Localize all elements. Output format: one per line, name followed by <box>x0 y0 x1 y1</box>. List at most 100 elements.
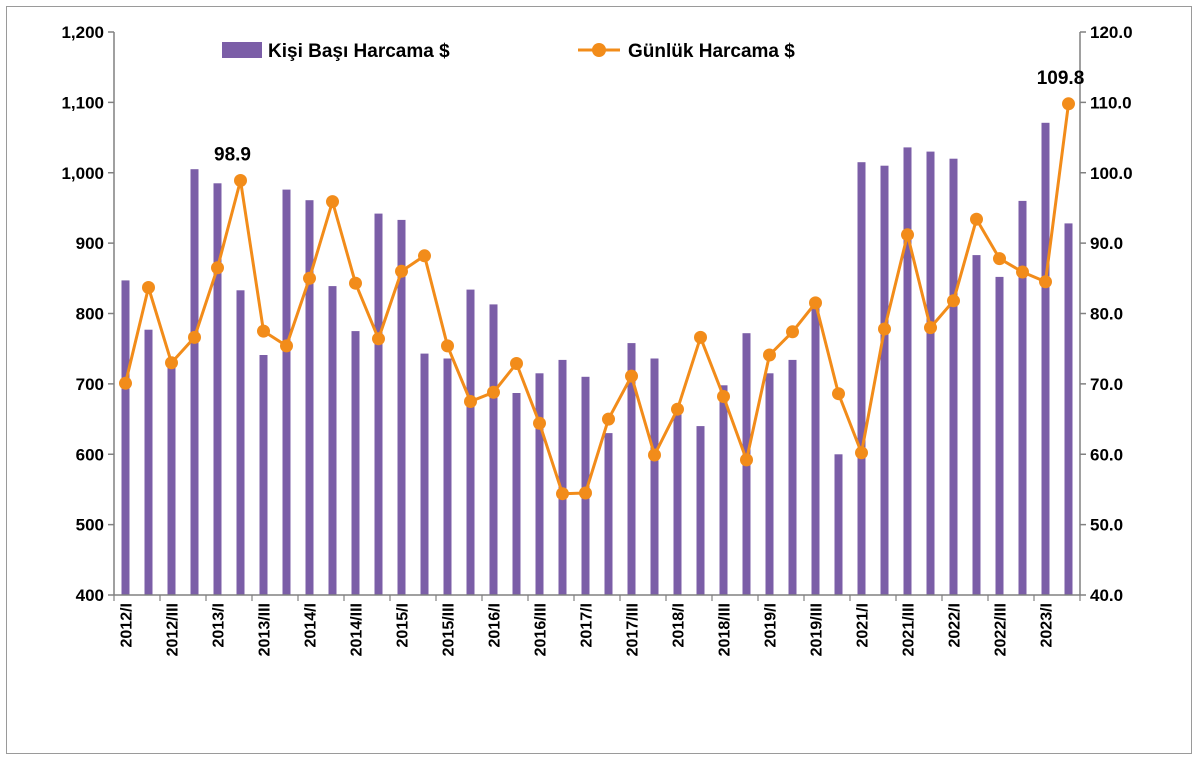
x-tick-label: 2018/I <box>671 603 688 647</box>
bar-2018-II <box>696 426 705 595</box>
right-tick-label: 90.0 <box>1090 234 1123 253</box>
point-2012-II <box>142 281 155 294</box>
point-2016-II <box>510 357 523 370</box>
labels-layer: 400 500 600 700 800 900 1,000 1,100 1,200 40.0 50.… <box>61 23 1132 656</box>
right-tick-label: 120.0 <box>1090 23 1133 42</box>
legend-swatch-marker <box>592 43 606 57</box>
point-2017-II <box>602 412 615 426</box>
left-tick-label: 1,100 <box>61 93 104 112</box>
bar-2023-II <box>1064 223 1073 595</box>
bar-2019-IV <box>834 454 843 596</box>
x-tick-label: 2012/I <box>119 603 136 647</box>
chart-frame <box>6 6 1192 754</box>
bar-2021-III <box>903 147 912 595</box>
point-2021-II <box>878 322 891 336</box>
x-tick-label: 2018/III <box>717 603 734 656</box>
point-2019-IV <box>832 387 845 401</box>
point-2019-I <box>763 348 776 362</box>
bar-2019-III <box>811 304 820 595</box>
bar-2016-IV <box>558 359 567 595</box>
bar-2012-I <box>121 280 130 595</box>
bar-2015-II <box>420 353 429 595</box>
bar-2012-IV <box>190 169 199 595</box>
point-2013-II <box>234 174 247 187</box>
x-tick-label: 2014/I <box>303 603 320 647</box>
bar-2013-I <box>213 183 222 596</box>
x-tick-label: 2016/I <box>487 603 504 647</box>
x-tick-label: 2015/III <box>441 603 458 656</box>
point-2022-I <box>947 294 960 308</box>
right-tick-label: 80.0 <box>1090 305 1123 324</box>
point-2014-III <box>349 276 362 290</box>
legend: Kişi Başı Harcama $ Günlük Harcama $ <box>222 41 795 62</box>
point-2017-I <box>579 486 592 500</box>
legend-label-line: Günlük Harcama $ <box>628 41 795 62</box>
bar-2023-I <box>1041 122 1050 596</box>
bar-2015-III <box>443 358 452 595</box>
x-tick-label: 2012/III <box>165 603 182 656</box>
point-2014-II <box>326 195 339 209</box>
x-tick-label: 2016/III <box>533 603 550 656</box>
bar-2019-II <box>788 359 797 595</box>
bar-2021-II <box>880 165 889 595</box>
point-2018-IV <box>740 453 753 467</box>
x-tick-label: 2017/I <box>579 603 596 647</box>
point-2013-III <box>257 324 270 338</box>
x-tick-label: 2019/III <box>809 603 826 656</box>
point-2022-IV <box>1016 265 1029 279</box>
left-tick-label: 1,200 <box>61 23 104 42</box>
left-tick-label: 1,000 <box>61 164 104 183</box>
bar-2018-I <box>673 412 682 595</box>
legend-label-bar: Kişi Başı Harcama $ <box>268 41 450 62</box>
axes-layer <box>108 31 1086 601</box>
point-2022-II <box>970 212 983 226</box>
left-tick-label: 700 <box>76 375 104 394</box>
x-tick-label: 2014/III <box>349 603 366 656</box>
line-layer <box>119 97 1075 501</box>
bar-2019-I <box>765 373 774 595</box>
point-2012-III <box>165 356 178 370</box>
point-2021-III <box>901 228 914 242</box>
x-tick-label: 2015/I <box>395 603 412 647</box>
bar-2013-IV <box>282 189 291 595</box>
bar-2012-II <box>144 329 153 595</box>
point-2022-III <box>993 252 1006 266</box>
x-tick-label: 2013/III <box>257 603 274 656</box>
bar-2022-III <box>995 276 1004 595</box>
left-tick-label: 500 <box>76 516 104 535</box>
bar-2021-I <box>857 162 866 595</box>
x-tick-label: 2022/I <box>947 603 964 647</box>
bar-2022-II <box>972 255 981 595</box>
point-2015-III <box>441 339 454 353</box>
point-2017-III <box>625 369 638 383</box>
point-2023-II <box>1062 97 1075 111</box>
point-2016-III <box>533 416 546 430</box>
data-label-98.9: 98.9 <box>214 144 251 165</box>
point-2016-IV <box>556 487 569 501</box>
point-2018-III <box>717 390 730 403</box>
bar-2021-IV <box>926 151 935 595</box>
point-2012-IV <box>188 330 201 344</box>
point-2021-I <box>855 446 868 460</box>
legend-swatch-bar <box>222 42 262 58</box>
point-2019-III <box>809 296 822 310</box>
point-2019-II <box>786 325 799 339</box>
point-2021-IV <box>924 321 937 335</box>
bar-2014-I <box>305 200 314 595</box>
bar-2017-I <box>581 376 590 595</box>
bar-2013-III <box>259 355 268 595</box>
point-2016-I <box>487 385 500 399</box>
bar-2013-II <box>236 290 245 595</box>
x-tick-label: 2021/III <box>901 603 918 656</box>
bar-2014-III <box>351 331 360 595</box>
point-2018-I <box>671 402 684 416</box>
x-tick-label: 2021/I <box>855 603 872 647</box>
bar-2014-II <box>328 286 337 595</box>
left-tick-label: 600 <box>76 445 104 464</box>
right-tick-label: 60.0 <box>1090 445 1123 464</box>
right-tick-label: 100.0 <box>1090 164 1133 183</box>
x-tick-label: 2013/I <box>211 603 228 647</box>
left-tick-label: 400 <box>76 586 104 605</box>
bar-2012-III <box>167 367 176 595</box>
point-2023-I <box>1039 275 1052 289</box>
